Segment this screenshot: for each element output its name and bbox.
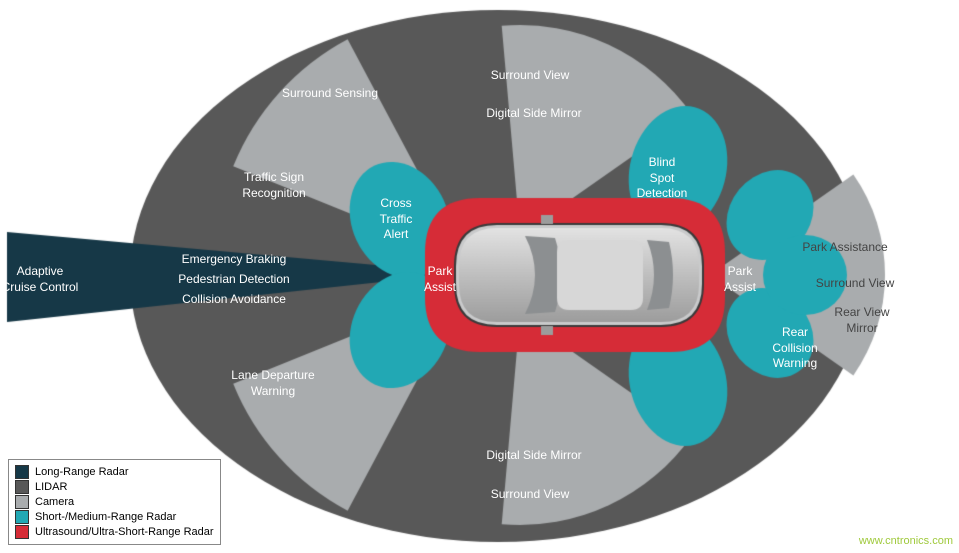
legend-item: Long-Range Radar <box>15 465 214 479</box>
legend-swatch <box>15 480 29 494</box>
legend-swatch <box>15 525 29 539</box>
watermark: www.cntronics.com <box>859 535 953 547</box>
legend-swatch <box>15 465 29 479</box>
legend-label: Short-/Medium-Range Radar <box>35 511 176 523</box>
legend-item: Camera <box>15 495 214 509</box>
legend-label: LIDAR <box>35 481 67 493</box>
legend-label: Camera <box>35 496 74 508</box>
legend-swatch <box>15 495 29 509</box>
legend-item: Ultrasound/Ultra-Short-Range Radar <box>15 525 214 539</box>
legend-label: Ultrasound/Ultra-Short-Range Radar <box>35 526 214 538</box>
legend-item: LIDAR <box>15 480 214 494</box>
legend-label: Long-Range Radar <box>35 466 129 478</box>
legend: Long-Range Radar LIDAR Camera Short-/Medium… <box>8 459 221 545</box>
legend-item: Short-/Medium-Range Radar <box>15 510 214 524</box>
legend-swatch <box>15 510 29 524</box>
